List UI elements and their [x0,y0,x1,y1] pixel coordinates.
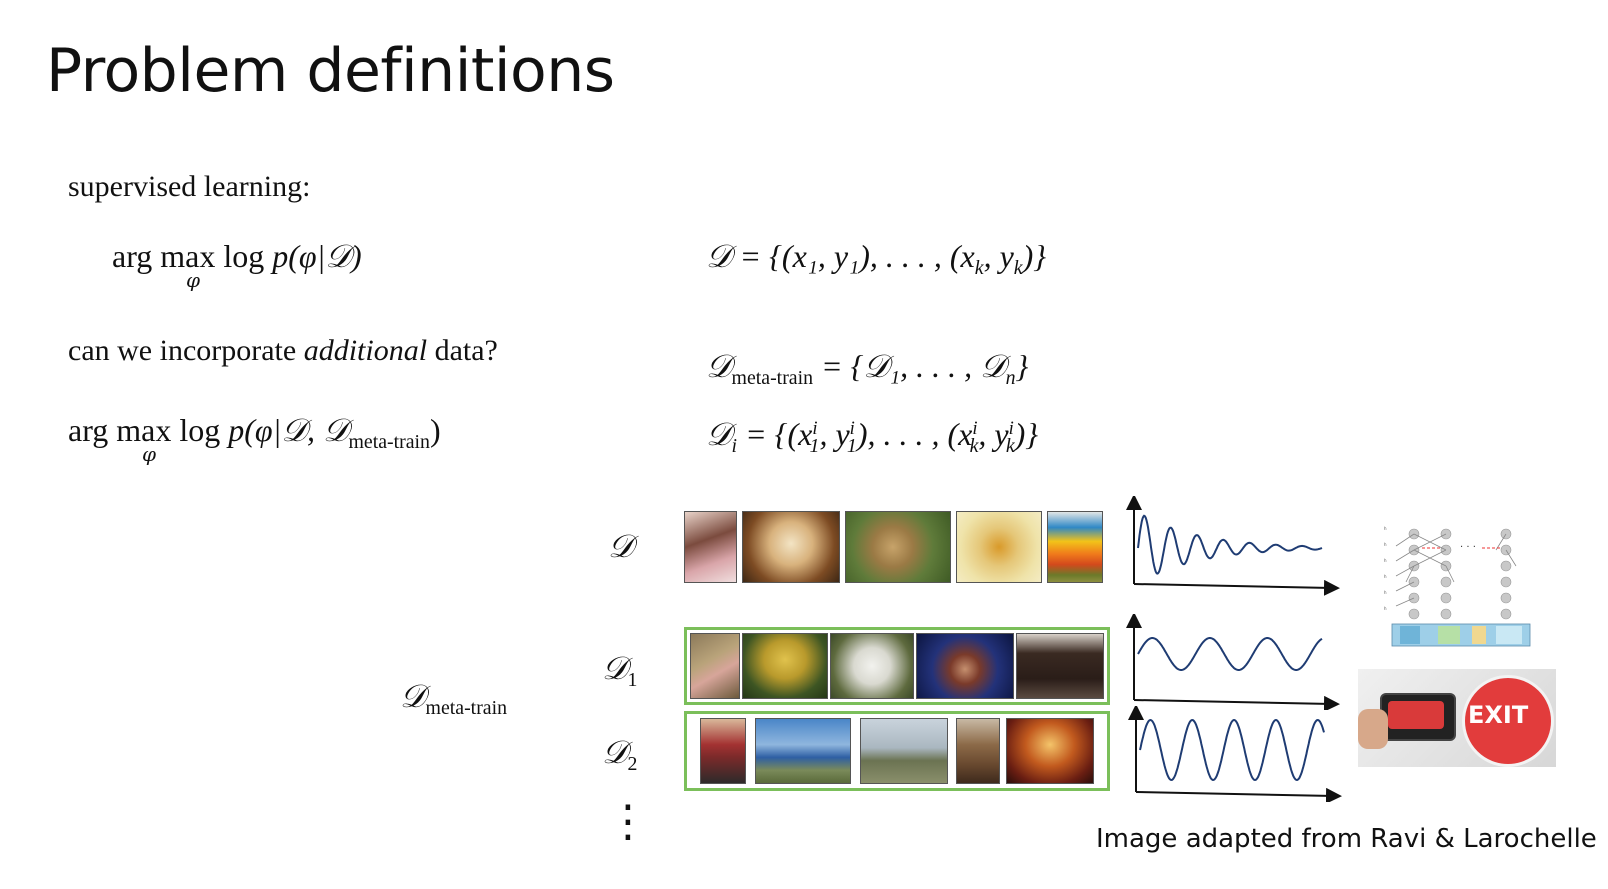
plot-damped-wave [1126,496,1340,596]
plot-sine-high [1128,706,1342,802]
plot-sine-low [1126,614,1340,710]
image-knot [956,511,1042,583]
slide-title: Problem definitions [46,36,615,106]
image-cliff [755,718,851,784]
svg-text:h: h [1384,526,1387,531]
argmax-supervised-sub: φ [186,268,201,292]
svg-text:h: h [1384,542,1387,547]
image-bowls [1047,511,1103,583]
damped-curve [1137,514,1323,575]
task-dataset-definition: 𝒟i = {(xi1, yi1), . . . , (xik, yik)} [706,416,1039,457]
image-white-dog [830,633,914,699]
supervised-label: supervised learning: [68,170,311,203]
network-base-strip [1391,623,1531,647]
exit-sign-circle [1462,675,1554,767]
row-label-d: 𝒟 [608,528,634,564]
x-axis [1135,787,1342,802]
svg-text:· · ·: · · · [1460,542,1476,553]
image-dog [742,511,840,583]
image-piano [1016,633,1104,699]
image-gymnast [700,718,746,784]
svg-text:h: h [1384,574,1387,579]
image-tank [860,718,948,784]
hand [1358,709,1388,749]
svg-text:h: h [1384,558,1387,563]
image-phone-exit: EXIT [1358,669,1556,767]
dataset-definition: 𝒟 = {(x₁, y₁), . . . , (xk, yk)} [706,238,1047,279]
x-axis [1133,695,1340,710]
network-diagram: · · · h h h h h h [1384,526,1531,647]
svg-text:h: h [1384,606,1387,611]
phone-screen [1380,693,1456,741]
meta-train-definition: 𝒟meta-train = {𝒟₁, . . . , 𝒟n} [706,348,1029,389]
svg-text:h: h [1384,590,1387,595]
image-carousel [1006,718,1094,784]
exit-sign-text: EXIT [1468,701,1529,729]
image-lion [845,511,951,583]
meta-train-label: 𝒟meta-train [400,678,508,719]
row-label-d1: 𝒟1 [602,650,638,691]
image-credit: Image adapted from Ravi & Larochelle [1096,824,1597,854]
x-axis [1133,579,1340,596]
argmax-supervised: arg max log p(φ|𝒟) [112,238,362,274]
row-label-d2: 𝒟2 [602,734,638,775]
task1-frame [684,627,1110,705]
sine-curve [1139,718,1325,782]
image-mushroom [742,633,828,699]
task2-frame [684,711,1110,791]
image-singer [916,633,1014,699]
image-bird [690,633,740,699]
argmax-meta-sub: φ [142,442,157,466]
sine-curve [1137,637,1323,671]
image-barrel [956,718,1000,784]
question-text: can we incorporate additional data? [68,334,498,367]
argmax-meta: arg max log p(φ|𝒟, 𝒟meta-train) [68,412,441,453]
image-cupcake [684,511,737,583]
vertical-ellipsis: ⋮ [606,796,650,847]
